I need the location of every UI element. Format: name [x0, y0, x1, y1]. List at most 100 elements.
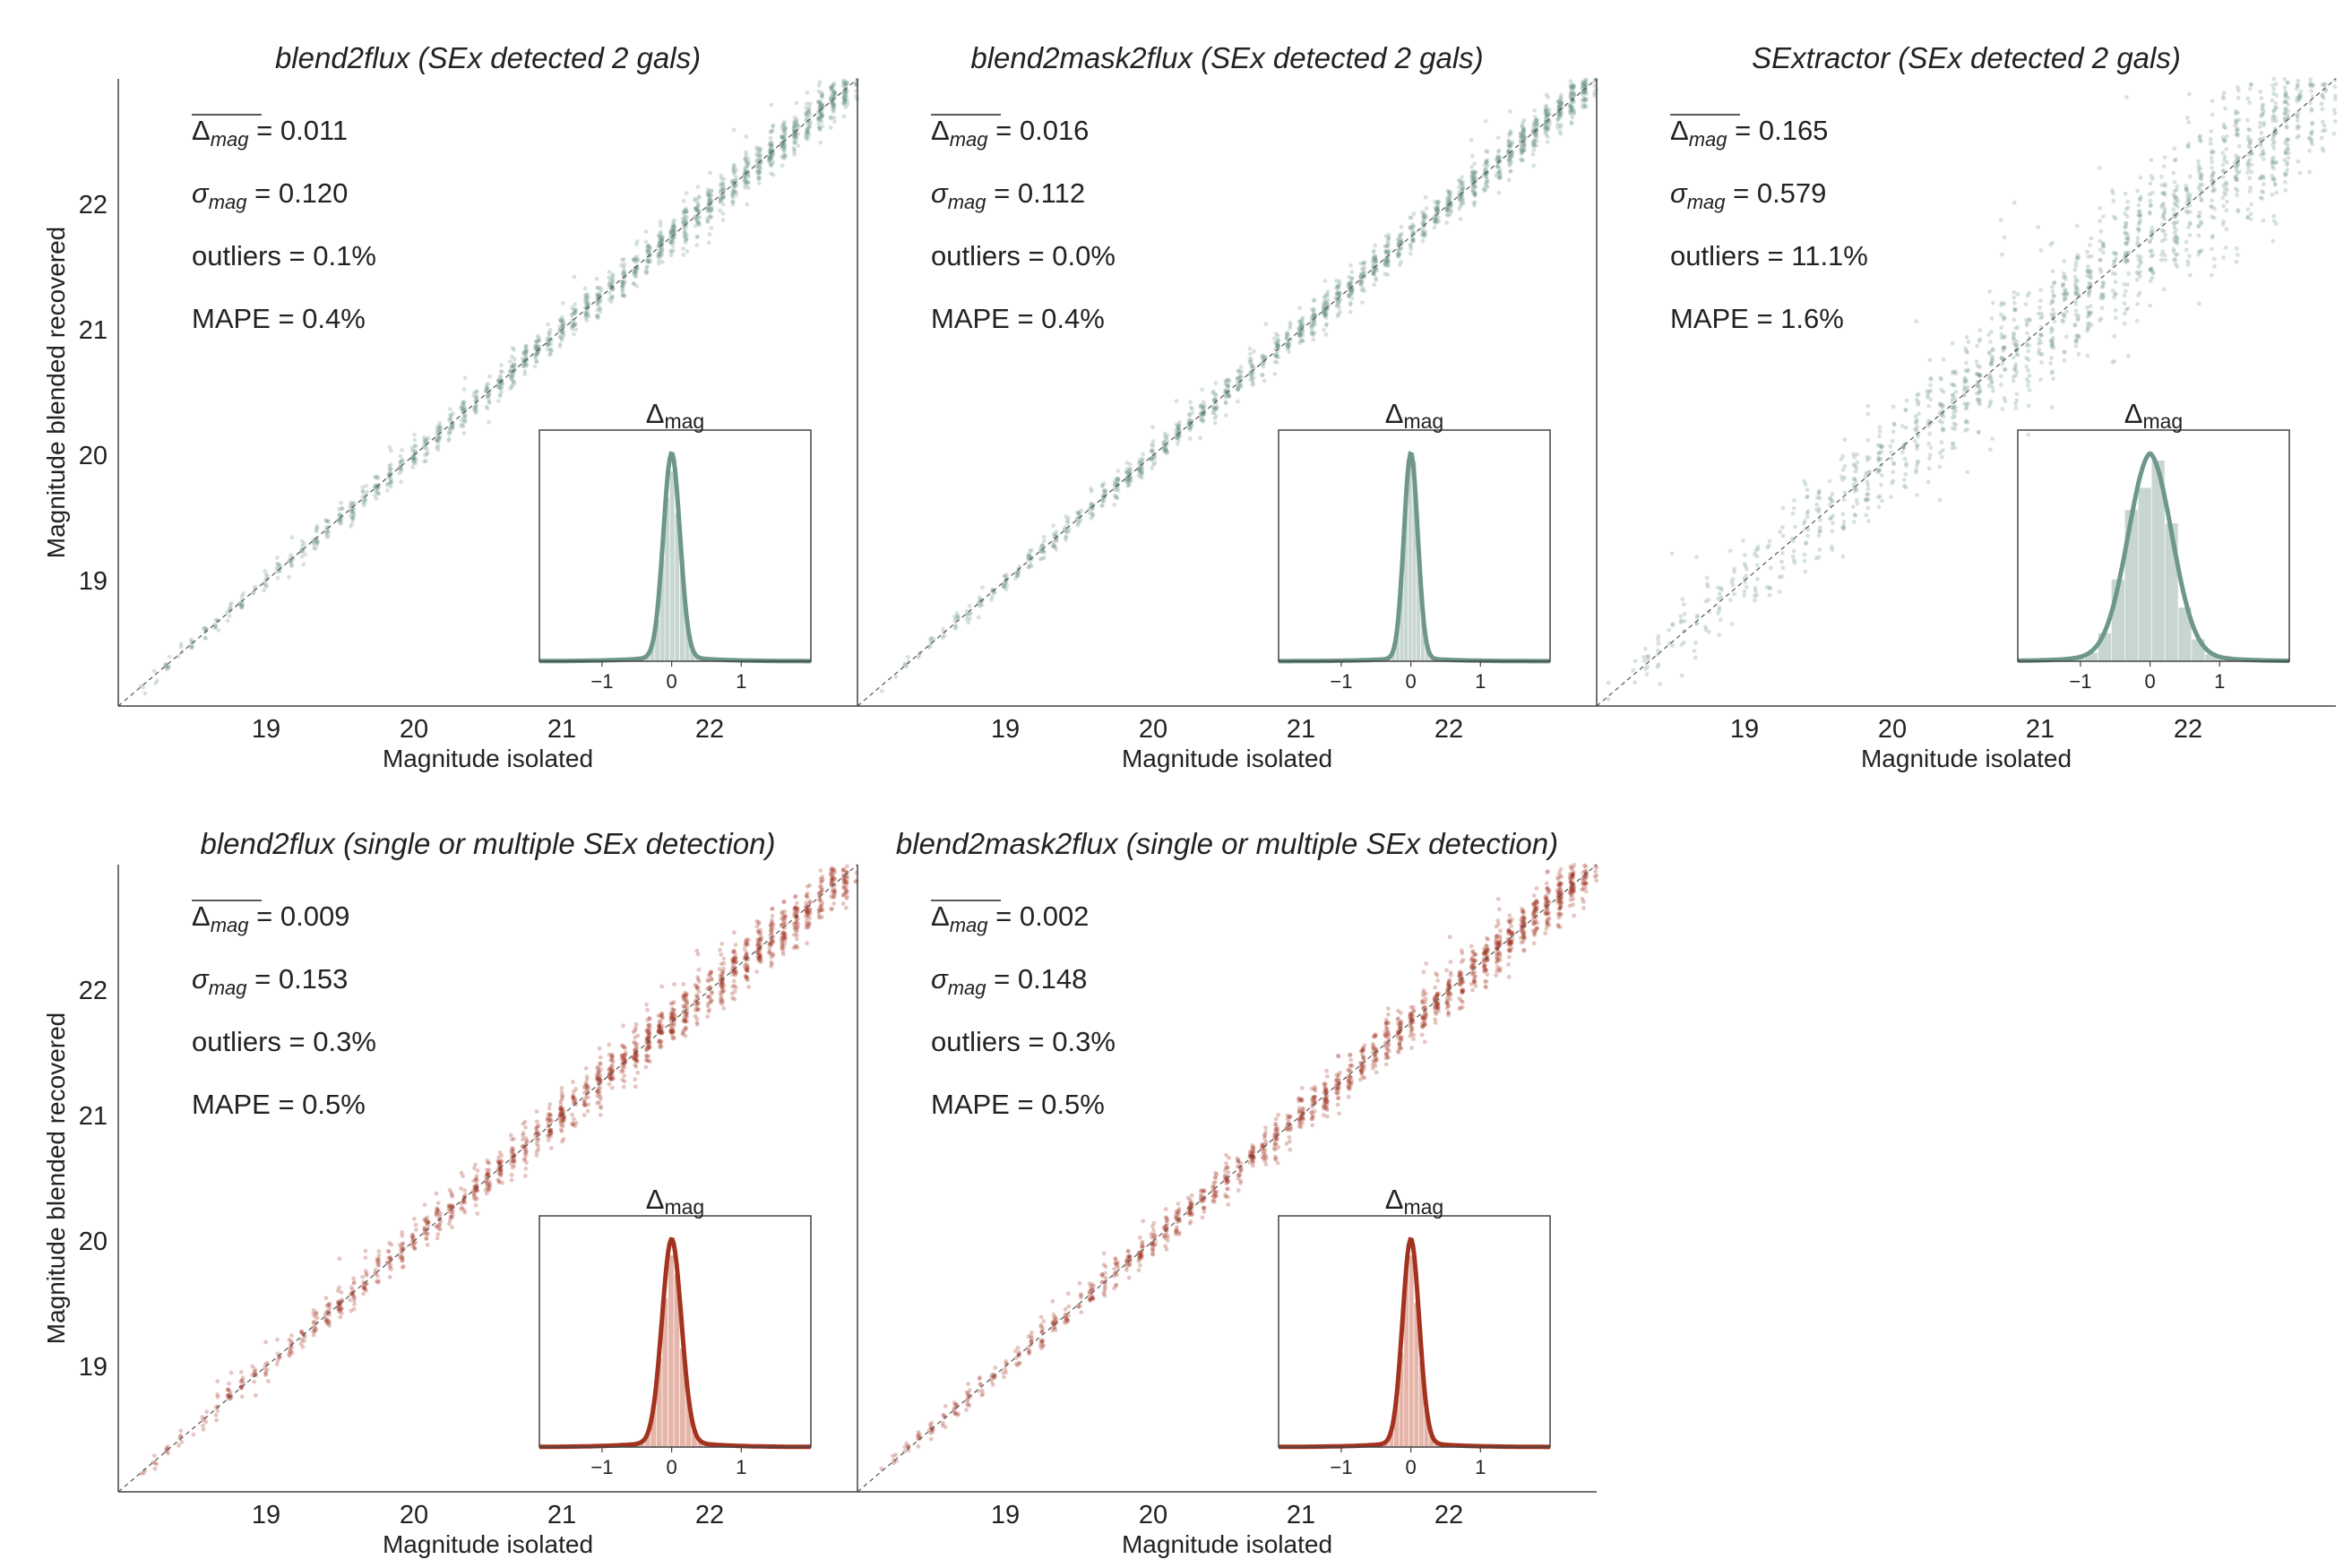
data-point [1682, 611, 1687, 616]
data-point [705, 209, 711, 213]
data-point [720, 211, 726, 216]
data-point [2062, 358, 2067, 363]
data-point [771, 172, 776, 177]
data-point [607, 270, 612, 274]
data-point [573, 307, 579, 313]
data-point [2245, 96, 2251, 101]
data-point [188, 637, 194, 642]
data-point [643, 229, 649, 234]
data-point [534, 339, 539, 344]
data-point [2148, 198, 2153, 203]
data-point [2111, 198, 2116, 203]
data-point [1275, 333, 1280, 339]
data-point [1916, 434, 1920, 439]
data-point [1879, 482, 1883, 487]
data-point [721, 1006, 727, 1011]
data-point [2098, 238, 2103, 244]
data-point [573, 309, 578, 314]
data-point [709, 214, 714, 220]
data-point [461, 431, 467, 435]
data-point [671, 224, 676, 229]
data-point [1410, 238, 1416, 244]
data-point [767, 158, 771, 163]
data-point [792, 118, 797, 124]
data-point [450, 425, 454, 430]
data-point [2125, 282, 2130, 287]
data-point [1888, 444, 1893, 449]
data-point [1288, 325, 1292, 331]
data-point [2184, 209, 2189, 214]
data-point [1190, 407, 1194, 411]
data-point [1891, 470, 1896, 475]
data-point [311, 541, 316, 547]
data-point [1840, 512, 1846, 517]
data-point [808, 120, 813, 125]
data-point [2015, 324, 2020, 330]
data-point [1840, 554, 1846, 559]
data-point [303, 552, 307, 557]
data-point [2297, 92, 2303, 98]
data-point [545, 337, 550, 341]
data-point [2171, 207, 2176, 212]
data-point [2249, 169, 2254, 175]
data-point [1224, 413, 1228, 418]
data-point [706, 193, 711, 198]
data-point [570, 323, 575, 328]
data-point [710, 204, 714, 210]
data-point [645, 248, 650, 254]
y-tick-label: 20 [79, 442, 108, 470]
data-point [2136, 264, 2141, 269]
data-point [1419, 210, 1425, 215]
data-point [1767, 543, 1771, 548]
data-point [2236, 209, 2241, 214]
data-point [549, 348, 554, 352]
panel-1: blend2flux (SEx detected 2 gals)19 20 21 22… [42, 41, 860, 772]
data-point [1423, 194, 1428, 200]
data-point [546, 340, 551, 345]
data-point [989, 597, 994, 602]
data-point [2209, 151, 2214, 156]
x-tick-label: 19 [252, 715, 280, 744]
data-point [1580, 79, 1585, 84]
data-point [1853, 478, 1858, 484]
data-point [1965, 426, 1970, 432]
data-point [818, 112, 823, 116]
data-point [389, 477, 393, 482]
data-point [474, 389, 479, 393]
delta-subscript: mag [950, 128, 989, 151]
data-point [570, 306, 574, 310]
data-point [1878, 429, 1882, 434]
data-point [436, 436, 442, 442]
data-point [657, 242, 661, 247]
data-point [2245, 161, 2251, 167]
data-point [1322, 313, 1327, 318]
data-point [709, 199, 714, 203]
data-point [2038, 315, 2044, 321]
data-point [561, 321, 566, 326]
data-point [1742, 562, 1747, 566]
data-point [769, 102, 774, 108]
data-point [421, 443, 426, 448]
data-point [323, 531, 329, 536]
data-point [671, 224, 676, 229]
data-point [2270, 157, 2275, 162]
data-point [1875, 470, 1881, 475]
data-point [791, 141, 797, 146]
data-point [2001, 346, 2006, 350]
data-point [694, 243, 700, 248]
histogram-bars [579, 470, 761, 662]
data-point [409, 455, 415, 461]
data-point [435, 447, 441, 452]
data-point [2075, 317, 2081, 323]
data-point [647, 248, 652, 254]
data-point [1646, 657, 1650, 662]
data-point [619, 280, 625, 284]
data-point [1951, 410, 1956, 416]
data-point [656, 244, 661, 249]
data-point [782, 155, 787, 160]
data-point [2024, 376, 2029, 382]
data-point [841, 98, 847, 103]
data-point [681, 219, 686, 224]
data-point [684, 209, 689, 214]
data-point [2220, 151, 2226, 156]
